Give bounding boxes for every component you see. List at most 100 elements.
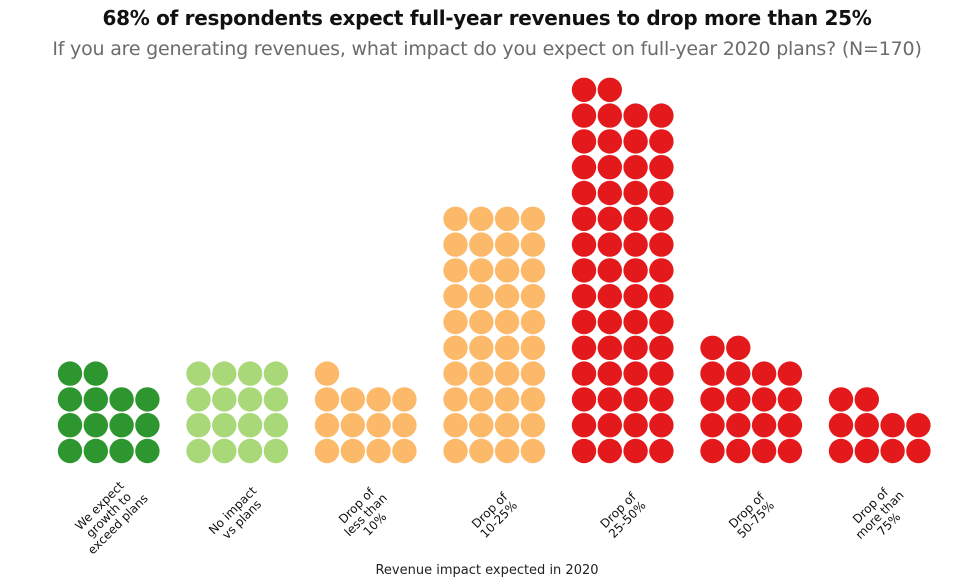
waffle-dot	[469, 335, 494, 360]
waffle-dot	[571, 258, 597, 283]
waffle-dot	[57, 413, 83, 438]
waffle-dot	[623, 309, 648, 335]
waffle-dot	[443, 438, 468, 464]
waffle-dot	[623, 232, 648, 257]
waffle-dot	[623, 206, 648, 231]
waffle-dot	[186, 387, 211, 412]
waffle-dot	[83, 413, 109, 438]
waffle-dot	[109, 438, 134, 464]
waffle-dot	[571, 284, 597, 309]
waffle-dot	[906, 413, 931, 438]
waffle-dot	[135, 387, 160, 412]
waffle-dot	[263, 438, 289, 464]
waffle-dot	[649, 180, 674, 206]
waffle-dot	[57, 387, 83, 412]
waffle-dot	[469, 413, 494, 438]
waffle-dot	[597, 77, 622, 103]
waffle-dot	[520, 387, 546, 412]
waffle-dot	[649, 258, 674, 283]
waffle-dot	[443, 309, 468, 335]
waffle-dot	[263, 413, 289, 438]
waffle-dot	[649, 232, 674, 257]
waffle-dot	[649, 361, 674, 386]
waffle-dot	[469, 258, 494, 283]
waffle-dot	[520, 309, 546, 335]
waffle-dot	[777, 413, 803, 438]
waffle-dot	[237, 387, 263, 412]
waffle-dot	[263, 361, 289, 386]
waffle-dot	[777, 387, 803, 412]
waffle-dot	[520, 438, 546, 464]
waffle-dot	[443, 387, 468, 412]
waffle-dot	[109, 413, 134, 438]
waffle-dot	[494, 413, 520, 438]
waffle-dot	[726, 335, 751, 360]
waffle-dot	[469, 284, 494, 309]
waffle-dot	[623, 103, 648, 128]
waffle-dot	[263, 387, 289, 412]
waffle-dot	[597, 232, 622, 257]
waffle-dot	[571, 180, 597, 206]
dots-layer	[57, 77, 931, 464]
waffle-dot	[314, 387, 340, 412]
waffle-dot	[571, 103, 597, 128]
waffle-dot	[83, 387, 109, 412]
waffle-dot	[751, 413, 777, 438]
waffle-dot	[597, 103, 622, 128]
waffle-dot	[314, 413, 340, 438]
waffle-dot	[494, 335, 520, 360]
waffle-dot	[494, 361, 520, 386]
waffle-dot	[751, 438, 777, 464]
waffle-dot	[186, 413, 211, 438]
waffle-dot	[623, 413, 648, 438]
waffle-dot	[751, 361, 777, 386]
waffle-dot	[571, 413, 597, 438]
waffle-dot	[520, 232, 546, 257]
waffle-dot	[700, 361, 725, 386]
chart-subtitle: If you are generating revenues, what imp…	[52, 38, 922, 60]
waffle-dot	[571, 129, 597, 154]
waffle-dot	[443, 284, 468, 309]
waffle-dot	[212, 413, 237, 438]
waffle-dot	[520, 258, 546, 283]
waffle-dot	[880, 413, 905, 438]
waffle-dot	[854, 387, 879, 412]
waffle-dot	[597, 206, 622, 231]
waffle-dot	[828, 438, 854, 464]
waffle-dot	[135, 438, 160, 464]
waffle-dot	[623, 258, 648, 283]
waffle-dot	[571, 387, 597, 412]
waffle-dot	[314, 438, 340, 464]
waffle-dot	[520, 361, 546, 386]
waffle-dot	[469, 361, 494, 386]
waffle-dot	[469, 206, 494, 231]
waffle-dot	[494, 387, 520, 412]
waffle-dot	[649, 206, 674, 231]
waffle-dot	[520, 284, 546, 309]
waffle-dot	[597, 438, 622, 464]
waffle-dot	[623, 284, 648, 309]
waffle-dot	[571, 77, 597, 103]
waffle-dot	[623, 387, 648, 412]
waffle-dot	[777, 438, 803, 464]
waffle-dot	[649, 309, 674, 335]
waffle-dot	[83, 361, 109, 386]
waffle-dot	[443, 232, 468, 257]
waffle-dot	[186, 361, 211, 386]
category-label: Drop of10-25%	[468, 489, 520, 541]
waffle-dot	[828, 387, 854, 412]
waffle-dot	[700, 387, 725, 412]
waffle-dot	[494, 232, 520, 257]
waffle-dot	[597, 387, 622, 412]
waffle-dot	[212, 438, 237, 464]
waffle-dot	[314, 361, 340, 386]
category-labels: We expectgrowth toexceed plans No impactv…	[72, 478, 906, 557]
waffle-dot	[340, 413, 365, 438]
waffle-dot	[135, 413, 160, 438]
waffle-dot	[726, 361, 751, 386]
waffle-dot	[649, 387, 674, 412]
waffle-dot	[571, 335, 597, 360]
waffle-dot	[649, 103, 674, 128]
waffle-dot	[649, 129, 674, 154]
waffle-dot	[828, 413, 854, 438]
